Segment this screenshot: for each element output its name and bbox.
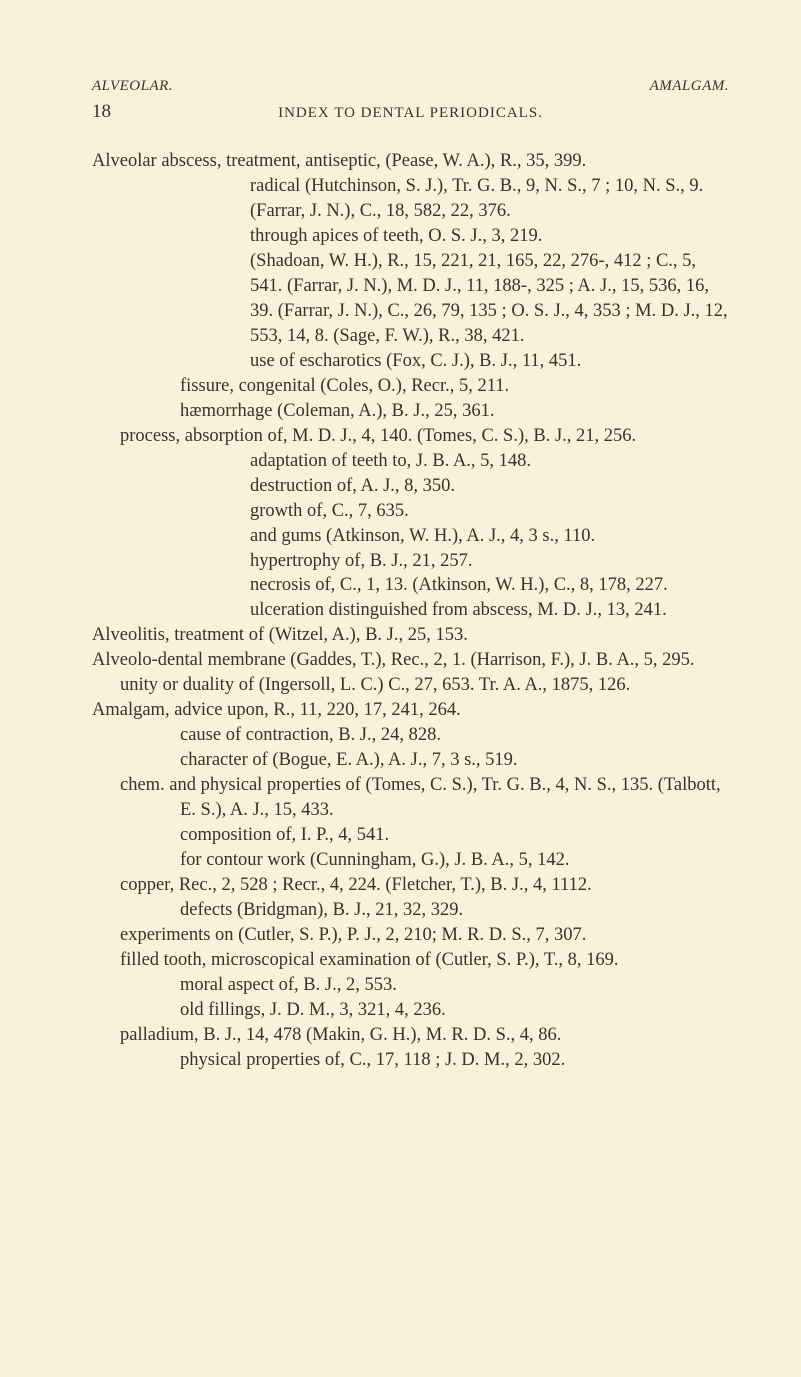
index-line: Amalgam, advice upon, R., 11, 220, 17, 2… bbox=[144, 698, 729, 723]
index-line: cause of contraction, B. J., 24, 828. bbox=[180, 723, 729, 748]
index-line: moral aspect of, B. J., 2, 553. bbox=[180, 973, 729, 998]
page-number: 18 bbox=[92, 101, 132, 123]
index-line: necrosis of, C., 1, 13. (Atkinson, W. H.… bbox=[250, 573, 729, 598]
index-line: physical properties of, C., 17, 118 ; J.… bbox=[180, 1048, 729, 1073]
index-line: hæmorrhage (Coleman, A.), B. J., 25, 361… bbox=[180, 399, 729, 424]
index-line: use of escharotics (Fox, C. J.), B. J., … bbox=[250, 349, 729, 374]
index-line: destruction of, A. J., 8, 350. bbox=[250, 474, 729, 499]
index-line: old fillings, J. D. M., 3, 321, 4, 236. bbox=[180, 998, 729, 1023]
index-line: growth of, C., 7, 635. bbox=[250, 499, 729, 524]
index-line: adaptation of teeth to, J. B. A., 5, 148… bbox=[250, 449, 729, 474]
index-line: (Shadoan, W. H.), R., 15, 221, 21, 165, … bbox=[250, 249, 729, 349]
index-body: Alveolar abscess, treatment, antiseptic,… bbox=[92, 149, 729, 1073]
index-line: copper, Rec., 2, 528 ; Recr., 4, 224. (F… bbox=[180, 873, 729, 898]
index-line: fissure, congenital (Coles, O.), Recr., … bbox=[180, 374, 729, 399]
index-line: composition of, I. P., 4, 541. bbox=[180, 823, 729, 848]
index-line: palladium, B. J., 14, 478 (Makin, G. H.)… bbox=[180, 1023, 729, 1048]
page-number-row: 18 INDEX TO DENTAL PERIODICALS. bbox=[92, 101, 729, 123]
running-heads-row: ALVEOLAR. AMALGAM. bbox=[92, 78, 729, 95]
index-line: Alveolo-dental membrane (Gaddes, T.), Re… bbox=[144, 648, 729, 673]
chapter-title: INDEX TO DENTAL PERIODICALS. bbox=[132, 105, 689, 122]
index-line: ulceration distinguished from abscess, M… bbox=[250, 598, 729, 623]
index-line: filled tooth, microscopical examination … bbox=[180, 948, 729, 973]
index-line: and gums (Atkinson, W. H.), A. J., 4, 3 … bbox=[250, 524, 729, 549]
index-line: chem. and physical properties of (Tomes,… bbox=[180, 773, 729, 823]
index-line: through apices of teeth, O. S. J., 3, 21… bbox=[250, 224, 729, 249]
index-line: defects (Bridgman), B. J., 21, 32, 329. bbox=[180, 898, 729, 923]
index-line: for contour work (Cunningham, G.), J. B.… bbox=[180, 848, 729, 873]
index-line: character of (Bogue, E. A.), A. J., 7, 3… bbox=[180, 748, 729, 773]
page: ALVEOLAR. AMALGAM. 18 INDEX TO DENTAL PE… bbox=[0, 0, 801, 1377]
index-line: Alveolar abscess, treatment, antiseptic,… bbox=[144, 149, 729, 174]
running-head-right: AMALGAM. bbox=[650, 78, 729, 95]
index-line: radical (Hutchinson, S. J.), Tr. G. B., … bbox=[250, 174, 729, 224]
running-head-left: ALVEOLAR. bbox=[92, 78, 173, 95]
index-line: Alveolitis, treatment of (Witzel, A.), B… bbox=[144, 623, 729, 648]
index-line: process, absorption of, M. D. J., 4, 140… bbox=[180, 424, 729, 449]
index-line: experiments on (Cutler, S. P.), P. J., 2… bbox=[180, 923, 729, 948]
index-line: hypertrophy of, B. J., 21, 257. bbox=[250, 549, 729, 574]
index-line: unity or duality of (Ingersoll, L. C.) C… bbox=[180, 673, 729, 698]
